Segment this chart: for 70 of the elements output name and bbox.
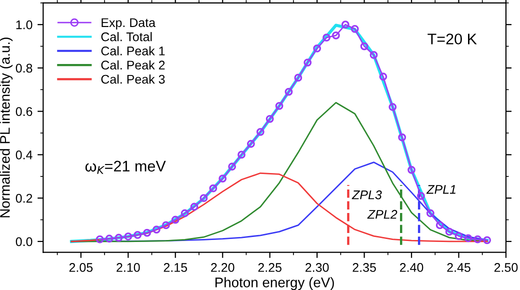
point xyxy=(454,232,463,240)
point xyxy=(246,140,255,148)
x-tick-label: 2.45 xyxy=(447,263,470,272)
point xyxy=(134,230,142,239)
point xyxy=(322,34,330,42)
y-tick-label: 0.4 xyxy=(16,150,32,160)
x-tick-label: 2.30 xyxy=(306,263,329,272)
point xyxy=(228,162,236,171)
point xyxy=(360,42,368,50)
y-tick-label: 0.2 xyxy=(16,194,32,203)
legend-label: Cal. Peak 1 xyxy=(101,46,165,56)
point xyxy=(124,232,132,240)
point xyxy=(341,20,350,29)
y-tick-label: 0.6 xyxy=(16,107,32,116)
point xyxy=(218,174,227,183)
point xyxy=(114,234,123,242)
point xyxy=(474,235,482,244)
legend-label: Cal. Peak 2 xyxy=(101,60,165,70)
point xyxy=(408,166,416,174)
x-tick-label: 2.40 xyxy=(400,263,424,272)
y-tick-label: 0.8 xyxy=(16,64,32,73)
x-tick-label: 2.05 xyxy=(69,263,93,272)
legend-label: Cal. Peak 3 xyxy=(101,74,165,84)
point xyxy=(284,88,293,96)
legend-label: Exp. Data xyxy=(102,18,156,30)
x-tick-label: 2.20 xyxy=(211,263,234,272)
x-tick-label: 2.15 xyxy=(164,263,188,272)
point xyxy=(388,103,397,111)
point xyxy=(209,184,218,192)
point xyxy=(313,44,322,52)
y-tick-label: 0.0 xyxy=(16,237,32,246)
point xyxy=(416,192,425,200)
legend-label: Cal. Total xyxy=(101,32,152,42)
point xyxy=(445,228,454,236)
point xyxy=(370,50,378,59)
x-tick-label: 2.50 xyxy=(494,263,518,272)
annotation: T=20 K xyxy=(428,34,477,44)
point xyxy=(350,24,359,33)
x-axis-title: Photon energy (eV) xyxy=(215,277,334,290)
point xyxy=(162,221,170,230)
point xyxy=(436,221,444,230)
annotation: ω$_{K}$=21 meV xyxy=(85,160,166,174)
ref-line-label: ZPL3 xyxy=(352,190,382,200)
y-tick-label: 1.0 xyxy=(16,20,32,30)
point xyxy=(464,234,472,242)
point xyxy=(266,114,274,123)
point xyxy=(379,72,388,81)
point xyxy=(143,228,152,237)
point xyxy=(105,234,114,243)
point xyxy=(152,226,160,234)
point xyxy=(332,31,340,40)
point xyxy=(483,236,492,244)
ref-line-label: ZPL1 xyxy=(426,185,456,194)
point xyxy=(238,150,246,159)
y-axis-title: Normalized PL intensity (a.u.) xyxy=(0,38,13,218)
point xyxy=(200,194,208,202)
point xyxy=(398,133,406,142)
point xyxy=(304,58,312,66)
point xyxy=(171,216,180,224)
point xyxy=(426,209,434,218)
point xyxy=(180,209,189,218)
point xyxy=(275,102,284,110)
point xyxy=(96,235,104,244)
x-tick-label: 2.25 xyxy=(258,263,282,272)
x-tick-label: 2.10 xyxy=(116,263,140,272)
ref-line-label: ZPL2 xyxy=(367,210,398,219)
point xyxy=(294,74,302,82)
point xyxy=(190,202,198,211)
x-tick-label: 2.35 xyxy=(352,263,376,272)
point xyxy=(256,128,264,136)
